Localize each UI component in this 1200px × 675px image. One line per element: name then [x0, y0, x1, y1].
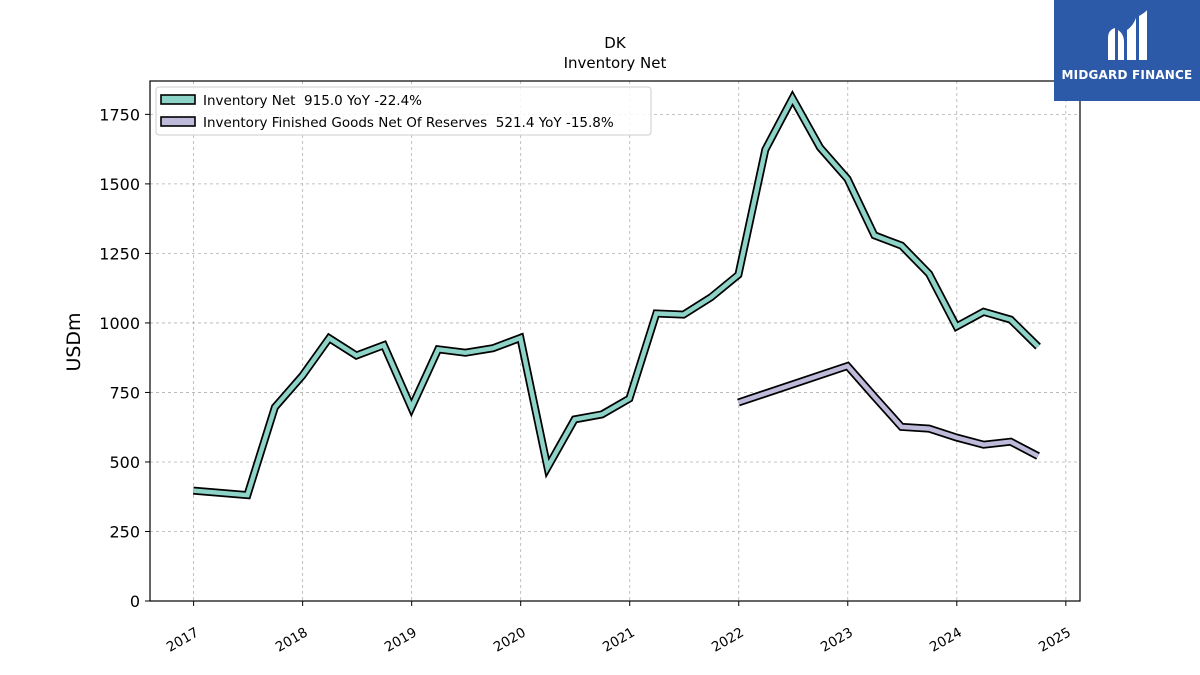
- data-point-inventory-net: [737, 273, 740, 276]
- x-tick-label: 2017: [164, 625, 202, 656]
- data-point-inventory-net: [791, 97, 794, 100]
- y-tick-label: 0: [130, 592, 140, 611]
- data-point-inventory-net: [709, 296, 712, 299]
- x-tick-label: 2019: [382, 625, 420, 656]
- data-point-inventory-net: [628, 397, 631, 400]
- y-tick-label: 1250: [99, 244, 140, 263]
- data-point-inventory-net: [355, 354, 358, 357]
- data-point-inventory-net: [410, 406, 413, 409]
- data-point-inventory-net: [601, 413, 604, 416]
- chart-subtitle: Inventory Net: [564, 54, 667, 72]
- data-point-inventory-net: [955, 325, 958, 328]
- y-tick-label: 1500: [99, 175, 140, 194]
- data-point-inventory-net: [873, 234, 876, 237]
- data-point-inventory-finished-goods-net-of-reserves: [982, 443, 985, 446]
- x-tick-label: 2018: [273, 625, 311, 656]
- data-point-inventory-finished-goods-net-of-reserves: [1037, 455, 1040, 458]
- data-point-inventory-net: [573, 418, 576, 421]
- data-point-inventory-net: [900, 244, 903, 247]
- y-tick-label: 1750: [99, 105, 140, 124]
- x-tick-label: 2020: [491, 625, 529, 656]
- series-line-inventory-finished-goods-net-of-reserves: [737, 363, 1040, 459]
- axis-ticks: 0 250 500 750 1000 1250 1500 1750 2017 2018 2019 20…: [99, 105, 1074, 655]
- data-point-inventory-finished-goods-net-of-reserves: [846, 365, 849, 368]
- y-tick-label: 250: [109, 522, 140, 541]
- data-point-inventory-net: [818, 146, 821, 149]
- legend-label-finished-goods: Inventory Finished Goods Net Of Reserves…: [203, 115, 614, 131]
- data-point-inventory-finished-goods-net-of-reserves: [928, 427, 931, 430]
- data-point-inventory-net: [846, 177, 849, 180]
- data-point-inventory-net: [491, 347, 494, 350]
- data-point-inventory-net: [764, 148, 767, 151]
- legend-label-inventory-net: Inventory Net 915.0 YoY -22.4%: [203, 93, 422, 109]
- x-tick-label: 2022: [709, 625, 747, 656]
- brand-name: MIDGARD FINANCE: [1061, 68, 1193, 82]
- x-tick-label: 2024: [927, 625, 965, 656]
- data-point-inventory-net: [301, 374, 304, 377]
- data-point-inventory-net: [1037, 345, 1040, 348]
- data-point-inventory-finished-goods-net-of-reserves: [873, 395, 876, 398]
- data-point-inventory-net: [273, 406, 276, 409]
- x-tick-label: 2023: [818, 625, 856, 656]
- data-point-inventory-net: [246, 494, 249, 497]
- x-tick-label: 2025: [1036, 625, 1074, 656]
- data-point-inventory-finished-goods-net-of-reserves: [900, 425, 903, 428]
- y-tick-label: 500: [109, 453, 140, 472]
- legend-swatch-finished-goods: [160, 116, 196, 127]
- x-tick-label: 2021: [600, 625, 638, 656]
- y-axis-label: USDm: [63, 312, 85, 371]
- legend-swatch-inventory-net: [160, 94, 196, 105]
- series-lines: [192, 89, 1041, 500]
- data-point-inventory-net: [464, 351, 467, 354]
- data-point-inventory-net: [546, 466, 549, 469]
- data-point-inventory-finished-goods-net-of-reserves: [955, 436, 958, 439]
- series-outline-inventory-net: [192, 89, 1041, 500]
- series-line-inventory-net: [193, 93, 1040, 498]
- data-point-inventory-finished-goods-net-of-reserves: [737, 401, 740, 404]
- data-point-inventory-net: [519, 336, 522, 339]
- data-point-inventory-finished-goods-net-of-reserves: [1009, 440, 1012, 443]
- midgard-logo-icon: [1108, 10, 1147, 60]
- data-point-inventory-net: [382, 344, 385, 347]
- data-point-inventory-net: [982, 310, 985, 313]
- chart-title: DK: [604, 34, 627, 52]
- data-point-inventory-net: [682, 313, 685, 316]
- y-tick-label: 750: [109, 383, 140, 402]
- plot-frame: [149, 80, 1081, 602]
- legend: Inventory Net 915.0 YoY -22.4% Inventory…: [155, 86, 652, 136]
- data-point-inventory-net: [437, 348, 440, 351]
- data-point-inventory-net: [1009, 318, 1012, 321]
- y-tick-label: 1000: [99, 314, 140, 333]
- legend-box: [155, 86, 652, 136]
- data-point-inventory-net: [192, 489, 195, 492]
- data-point-inventory-net: [655, 312, 658, 315]
- data-point-inventory-net: [928, 272, 931, 275]
- brand-logo: MIDGARD FINANCE: [1054, 0, 1200, 101]
- grid-lines: [150, 81, 1080, 602]
- data-point-inventory-net: [328, 337, 331, 340]
